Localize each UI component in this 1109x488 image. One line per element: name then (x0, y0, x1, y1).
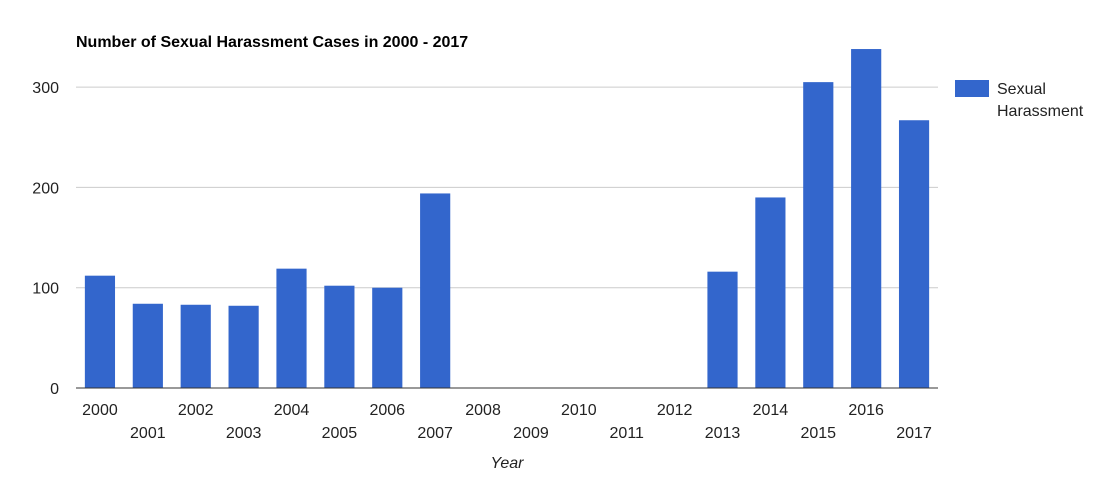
bar-2000[interactable] (84, 275, 116, 388)
legend-label-line-2: Harassment (997, 103, 1084, 120)
x-tick-label: 2016 (848, 402, 884, 419)
y-tick-label: 200 (32, 180, 59, 197)
bar-2004[interactable] (276, 268, 307, 388)
x-tick-label: 2014 (753, 402, 789, 419)
x-tick-label: 2009 (513, 425, 549, 442)
x-tick-label: 2010 (561, 402, 597, 419)
bar-2014[interactable] (755, 197, 786, 388)
bar-2006[interactable] (372, 287, 403, 388)
bar-2016[interactable] (851, 49, 882, 388)
x-tick-label: 2003 (226, 425, 262, 442)
x-tick-label: 2012 (657, 402, 693, 419)
chart-title: Number of Sexual Harassment Cases in 200… (76, 34, 469, 51)
gridlines (76, 86, 938, 289)
x-tick-label: 2017 (896, 425, 932, 442)
x-tick-label: 2007 (417, 425, 453, 442)
x-tick-label: 2008 (465, 402, 501, 419)
bar-2013[interactable] (707, 271, 738, 388)
bar-2005[interactable] (324, 285, 355, 388)
y-tick-label: 0 (50, 381, 59, 398)
x-tick-label: 2004 (274, 402, 310, 419)
y-tick-labels: 0 100 200 300 (32, 80, 59, 398)
legend[interactable]: Sexual Harassment (955, 80, 1084, 120)
x-axis-title: Year (491, 455, 525, 472)
x-tick-label: 2013 (705, 425, 741, 442)
legend-label: Sexual Harassment (997, 81, 1084, 120)
y-tick-label: 300 (32, 80, 59, 97)
bar-2017[interactable] (898, 120, 930, 388)
y-tick-label: 100 (32, 281, 59, 298)
bar-2002[interactable] (180, 304, 211, 388)
bar-2007[interactable] (420, 193, 451, 388)
x-tick-label: 2001 (130, 425, 166, 442)
x-tick-label: 2015 (800, 425, 836, 442)
bar-2003[interactable] (228, 305, 259, 388)
x-tick-labels: 2000 2001 2002 2003 2004 2005 2006 2007 2008 2009… (82, 402, 932, 442)
bars (84, 49, 930, 388)
x-tick-label: 2005 (322, 425, 358, 442)
x-tick-label: 2002 (178, 402, 214, 419)
legend-label-line-1: Sexual (997, 81, 1046, 98)
bar-2001[interactable] (132, 303, 163, 388)
legend-swatch (955, 80, 989, 97)
x-tick-label: 2011 (610, 425, 645, 442)
x-tick-label: 2000 (82, 402, 118, 419)
x-tick-label: 2006 (369, 402, 405, 419)
bar-2015[interactable] (803, 82, 834, 388)
